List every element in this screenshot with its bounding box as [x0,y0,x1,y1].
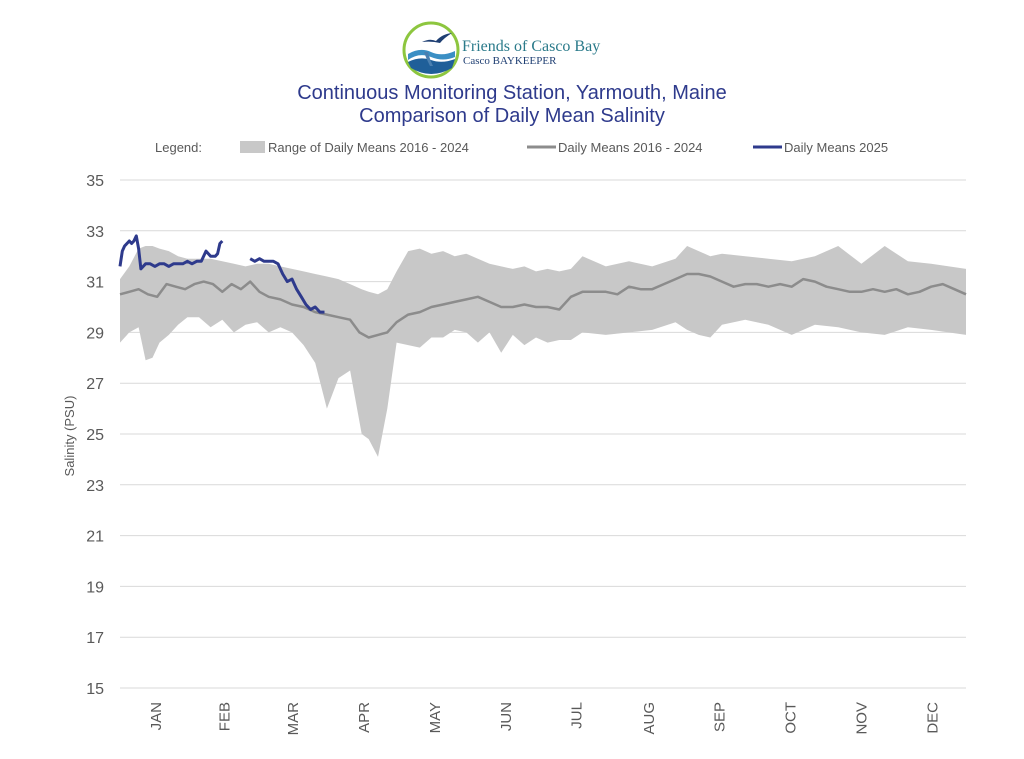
legend-swatch-range [240,141,265,153]
x-tick-label: AUG [641,702,658,735]
y-tick-label: 35 [86,173,104,190]
x-tick-label: JUL [569,702,586,729]
x-tick-label: MAY [427,702,444,733]
x-tick-label: MAR [285,702,302,736]
friends-of-casco-bay-logo: Friends of Casco Bay Casco BAYKEEPER [402,21,600,79]
line-2025-segment [118,234,224,271]
y-tick-label: 17 [86,630,104,647]
seabird-icon [422,33,452,43]
y-axis-label: Salinity (PSU) [62,396,77,477]
logo-name: Friends of Casco Bay [462,38,600,55]
chart-subtitle: Comparison of Daily Mean Salinity [359,105,665,127]
x-tick-label: JUN [498,702,515,731]
range-band-2016-2024 [120,246,966,457]
legend-label: Legend: [155,140,202,155]
y-tick-label: 23 [86,478,104,495]
legend-entry-range: Range of Daily Means 2016 - 2024 [268,140,469,155]
y-tick-label: 25 [86,427,104,444]
y-tick-labels: 35 33 31 29 27 25 23 21 19 17 15 [86,173,104,698]
y-tick-label: 31 [86,275,104,292]
y-tick-label: 33 [86,224,104,241]
legend-entry-mean: Daily Means 2016 - 2024 [558,140,703,155]
y-tick-label: 27 [86,376,104,393]
x-tick-label: SEP [712,702,729,732]
y-tick-label: 21 [86,529,104,546]
x-tick-labels: JAN FEB MAR APR MAY JUN JUL AUG SEP OCT NOV DEC [148,702,941,736]
logo-subname: Casco BAYKEEPER [463,55,557,67]
x-tick-label: DEC [924,702,941,734]
series [118,234,967,457]
chart-title: Continuous Monitoring Station, Yarmouth,… [297,82,727,104]
y-tick-label: 19 [86,579,104,596]
y-tick-label: 15 [86,681,104,698]
line-2025-segment [249,257,325,314]
grid [120,179,966,689]
x-tick-label: FEB [217,702,234,731]
x-tick-label: APR [356,702,373,733]
legend: Legend: Range of Daily Means 2016 - 2024… [155,140,888,155]
x-tick-label: OCT [783,702,800,734]
x-tick-label: JAN [148,702,165,730]
mean-line-2016-2024 [119,272,967,339]
x-tick-label: NOV [853,702,870,735]
y-tick-label: 29 [86,325,104,342]
legend-entry-2025: Daily Means 2025 [784,140,888,155]
